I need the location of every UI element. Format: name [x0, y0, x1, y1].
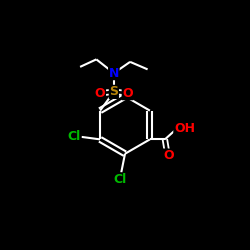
- Text: Cl: Cl: [68, 130, 81, 143]
- Text: S: S: [109, 86, 118, 98]
- Text: O: O: [95, 87, 106, 100]
- Text: O: O: [122, 87, 133, 100]
- Text: N: N: [109, 66, 119, 80]
- Text: OH: OH: [174, 122, 195, 134]
- Text: Cl: Cl: [114, 173, 127, 186]
- Text: O: O: [163, 149, 174, 162]
